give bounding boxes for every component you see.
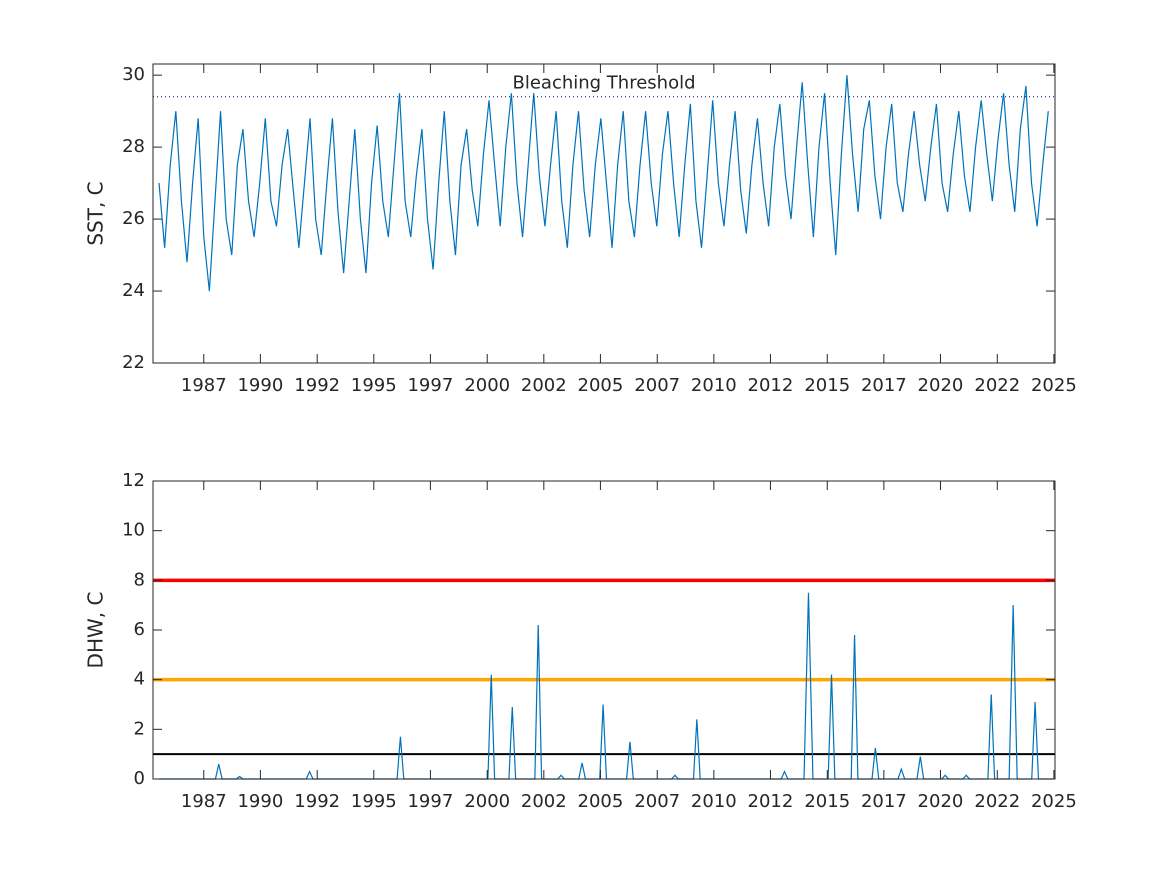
x-tick-label: 2002 [521,375,567,396]
y-axis-label: SST, C [84,181,108,245]
x-tick-label: 2015 [804,375,850,396]
axes-background [153,64,1055,363]
x-tick-label: 2022 [974,375,1020,396]
x-tick-label: 2017 [861,375,907,396]
x-tick-label: 1997 [407,791,453,812]
y-tick-label: 10 [122,520,145,541]
x-tick-label: 2025 [1031,375,1077,396]
x-tick-label: 2010 [691,791,737,812]
y-tick-label: 6 [134,619,145,640]
y-tick-label: 26 [122,208,145,229]
y-tick-label: 4 [134,669,145,690]
y-tick-label: 24 [122,280,145,301]
axes-box [152,63,1056,364]
x-tick-label: 2012 [748,375,794,396]
x-tick-label: 2002 [521,791,567,812]
x-tick-label: 1992 [294,375,340,396]
x-tick-label: 2010 [691,375,737,396]
y-tick-label: 2 [134,718,145,739]
x-tick-label: 2000 [464,375,510,396]
x-tick-label: 2012 [748,791,794,812]
x-tick-label: 1995 [351,791,397,812]
x-tick-label: 2007 [634,791,680,812]
x-tick-label: 2020 [918,375,964,396]
x-tick-label: 2007 [634,375,680,396]
x-tick-label: 2020 [918,791,964,812]
annotation: Bleaching Threshold [512,73,695,94]
y-tick-label: 28 [122,136,145,157]
x-tick-label: 2017 [861,791,907,812]
x-tick-label: 1995 [351,375,397,396]
x-tick-label: 2005 [578,375,624,396]
x-tick-label: 1990 [237,375,283,396]
x-tick-label: 1992 [294,791,340,812]
x-tick-label: 1987 [181,375,227,396]
x-tick-label: 1987 [181,791,227,812]
y-tick-label: 0 [134,768,145,789]
x-tick-label: 2000 [464,791,510,812]
y-tick-label: 22 [122,352,145,373]
x-tick-label: 1990 [237,791,283,812]
y-tick-label: 8 [134,569,145,590]
x-tick-label: 2022 [974,791,1020,812]
x-tick-label: 2005 [578,791,624,812]
x-tick-label: 2015 [804,791,850,812]
y-tick-label: 30 [122,64,145,85]
x-tick-label: 2025 [1031,791,1077,812]
data-line [158,75,1049,292]
y-tick-label: 12 [122,470,145,491]
y-axis-label: DHW, C [84,592,108,669]
x-tick-label: 1997 [407,375,453,396]
